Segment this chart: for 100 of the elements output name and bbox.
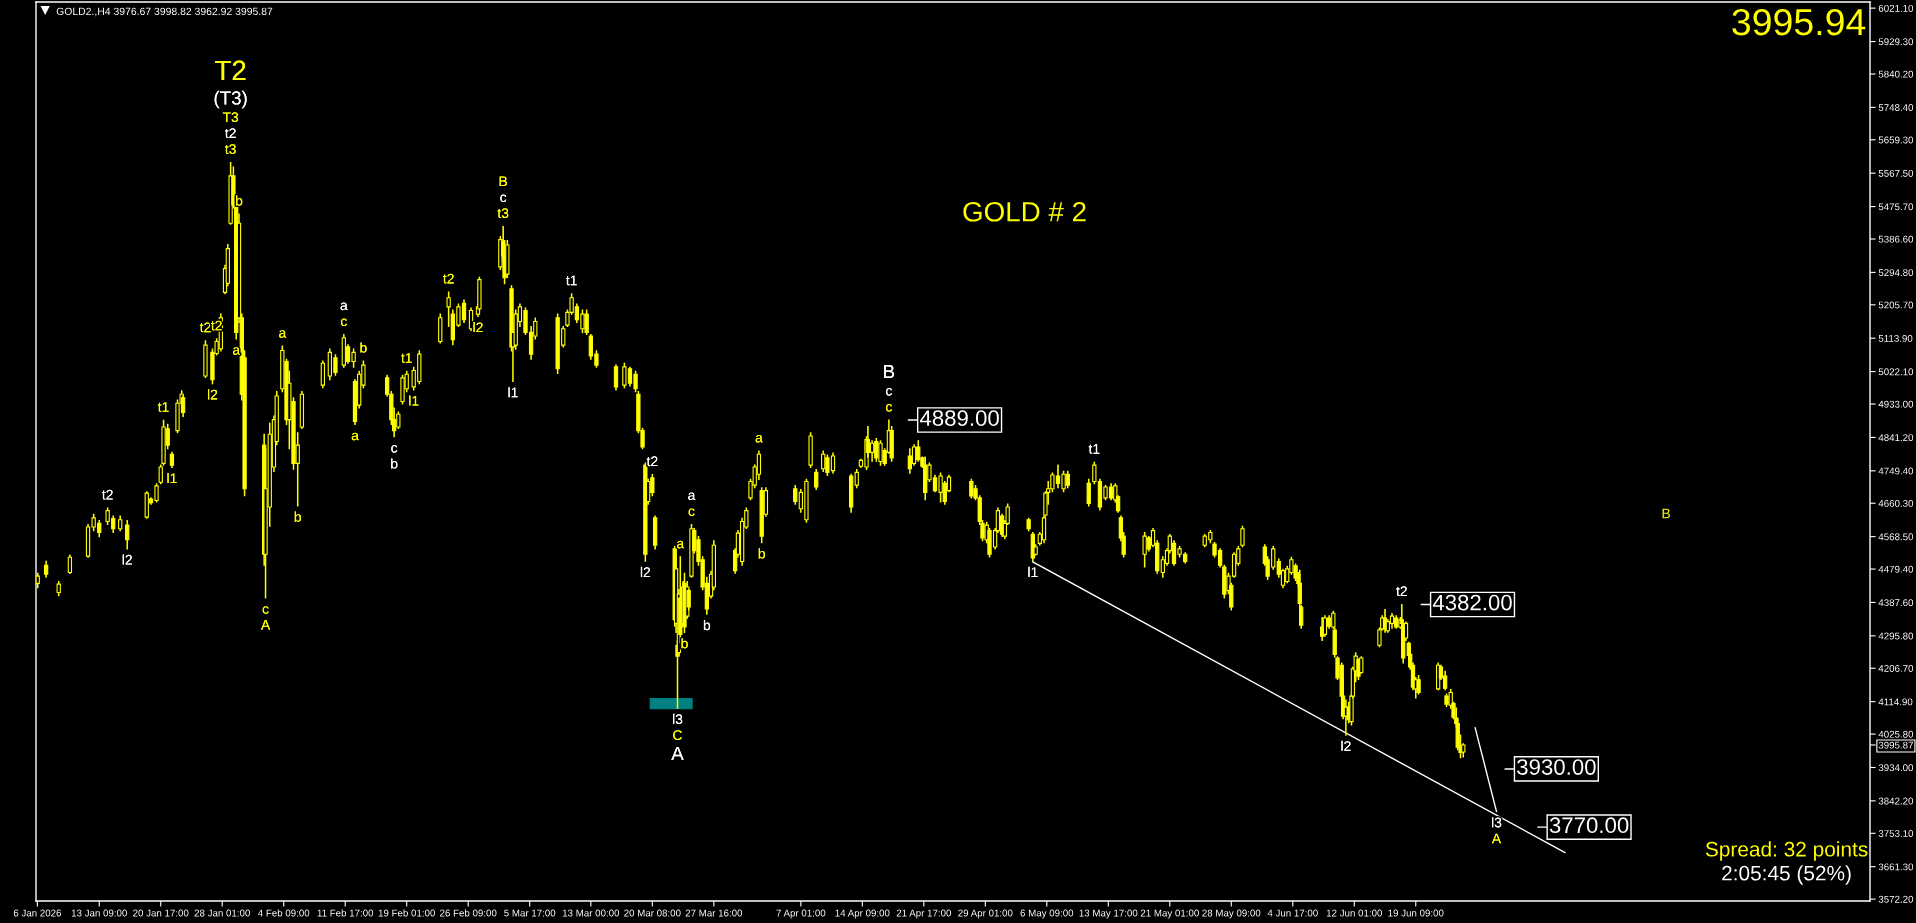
x-tick-label: 13 May 17:00	[1079, 909, 1138, 919]
annotation: l2	[640, 566, 651, 577]
annotation: a	[279, 330, 287, 338]
annotation: T2	[215, 60, 246, 81]
x-tick-label: 28 Jan 01:00	[194, 909, 250, 917]
annotation: t2	[199, 322, 211, 333]
x-tick-label: 6 May 09:00	[1020, 909, 1074, 919]
annotation: c	[340, 318, 347, 327]
y-tick-label: 4025.80	[1878, 730, 1914, 738]
annotation: l2	[473, 322, 483, 333]
y-tick-label: 5929.30	[1878, 38, 1914, 46]
y-tick-label: 5659.30	[1878, 136, 1914, 144]
annotation: Spread: 32 points	[1705, 841, 1868, 861]
y-tick-label: 3661.30	[1878, 863, 1914, 871]
y-tick-label: 5386.60	[1878, 235, 1914, 243]
annotation: a	[677, 540, 685, 549]
y-tick-label: 5748.40	[1878, 104, 1914, 111]
annotation: c	[262, 606, 269, 614]
annotation: c	[688, 508, 695, 517]
annotation: c	[886, 388, 892, 396]
annotation: 4889.00	[919, 410, 999, 426]
x-tick-label: 12 Jun 01:00	[1326, 909, 1383, 917]
x-tick-label: 20 Mar 08:00	[624, 909, 681, 917]
annotation: t2	[102, 489, 113, 500]
y-tick-label: 6021.10	[1878, 4, 1914, 12]
annotation: c	[886, 403, 892, 412]
y-tick-label: 4933.00	[1878, 400, 1914, 408]
annotation: l2	[1341, 740, 1351, 751]
annotation: l2	[207, 389, 218, 400]
y-tick-label: 4206.70	[1878, 665, 1914, 672]
y-tick-label: 4660.30	[1878, 499, 1914, 507]
y-tick-label: 5113.90	[1878, 334, 1913, 342]
annotation: l1	[508, 387, 518, 398]
chart-title: GOLD2.,H4 3976.67 3998.82 3962.92 3995.87	[56, 7, 273, 17]
annotation: t3	[225, 144, 236, 155]
x-tick-label: 13 Jan 09:00	[71, 909, 127, 917]
annotation: t1	[1088, 444, 1100, 454]
annotation: t3	[497, 208, 509, 219]
annotation: B	[884, 365, 895, 378]
annotation: c	[391, 445, 398, 453]
annotation: B	[499, 176, 508, 186]
annotation: b	[703, 619, 711, 631]
annotation: a	[688, 492, 696, 501]
y-tick-label: 5567.50	[1878, 169, 1914, 177]
annotation: A	[260, 620, 271, 630]
annotation: t1	[157, 402, 169, 412]
annotation: t2	[443, 273, 454, 284]
x-tick-label: 19 Jun 09:00	[1388, 909, 1444, 917]
y-tick-label: 4749.40	[1878, 467, 1914, 475]
annotation: t2	[646, 456, 658, 467]
y-tick-label: 5475.70	[1878, 203, 1914, 211]
annotation: b	[360, 342, 367, 353]
y-tick-label: 3753.10	[1878, 830, 1914, 837]
annotation: b	[391, 458, 398, 469]
annotation: l1	[167, 473, 177, 484]
annotation: t1	[566, 275, 577, 286]
y-tick-label: 4841.20	[1878, 434, 1914, 442]
x-tick-label: 19 Feb 01:00	[378, 909, 435, 917]
x-tick-label: 26 Feb 09:00	[440, 909, 497, 917]
annotation: l3	[673, 713, 683, 725]
y-tick-label: 5022.10	[1878, 368, 1914, 376]
y-tick-label: 3572.20	[1878, 895, 1914, 903]
x-tick-label: 20 Jan 17:00	[133, 909, 189, 917]
x-tick-label: 27 Mar 16:00	[685, 909, 743, 917]
x-tick-label: 11 Feb 17:00	[317, 909, 374, 917]
annotation: c	[500, 194, 507, 203]
x-tick-label: 13 Mar 00:00	[562, 909, 620, 917]
x-tick-label: 29 Apr 01:00	[958, 909, 1013, 919]
annotation: t2	[1396, 586, 1407, 597]
y-tick-label: 5294.80	[1878, 269, 1914, 277]
y-tick-label: 4568.50	[1878, 533, 1914, 541]
annotation: 3995.94	[1732, 8, 1866, 36]
annotation: C	[673, 730, 682, 741]
text: GOLD # 2	[963, 201, 1086, 222]
x-tick-label: 6 Jan 2026	[13, 909, 62, 917]
annotation: 4382.00	[1432, 594, 1512, 611]
annotation: A	[1491, 833, 1502, 844]
annotation: a	[351, 432, 359, 441]
x-tick-label: 5 Mar 17:00	[504, 909, 556, 917]
y-tick-label: 4295.80	[1878, 632, 1914, 640]
annotation: t1	[401, 353, 412, 363]
annotation: l1	[409, 395, 419, 406]
y-tick-label: 4114.90	[1878, 698, 1913, 706]
x-tick-label: 28 May 09:00	[1202, 909, 1261, 919]
annotation: a	[755, 434, 763, 443]
annotation: t2	[225, 128, 236, 139]
y-tick-label: 4387.60	[1878, 599, 1914, 607]
y-tick-label: 5840.20	[1878, 70, 1914, 78]
x-tick-label: 21 Apr 17:00	[896, 909, 952, 919]
annotation: 2:05:45 (52%)	[1722, 865, 1851, 885]
x-tick-label: 4 Jun 17:00	[1267, 909, 1318, 917]
annotation: b	[294, 511, 301, 522]
annotation: b	[681, 638, 688, 649]
y-tick-label: 3934.00	[1878, 764, 1914, 772]
y-tick-label: 3995.87	[1878, 741, 1913, 749]
annotation: l3	[1492, 817, 1502, 828]
annotation: (T3)	[214, 90, 247, 109]
annotation: T3	[222, 112, 239, 123]
y-tick-label: 3842.20	[1878, 797, 1914, 805]
annotation: A	[671, 747, 684, 760]
